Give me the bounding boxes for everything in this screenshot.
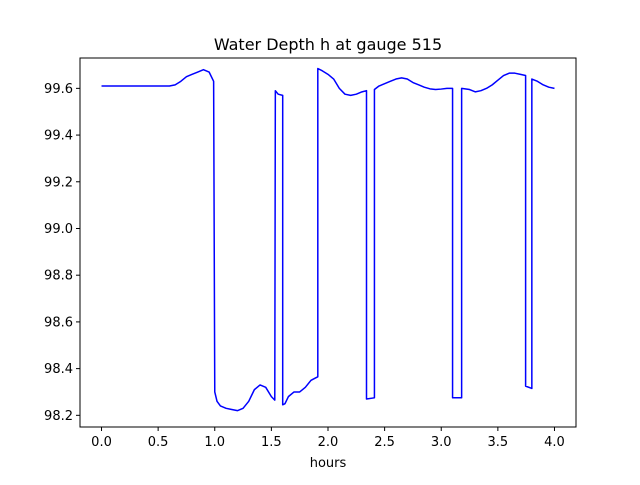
- y-tick-label: 98.8: [44, 269, 73, 284]
- x-tick-label: 1.5: [261, 435, 282, 450]
- x-tick-label: 0.5: [148, 435, 169, 450]
- x-tick-label: 2.5: [374, 435, 395, 450]
- x-axis-ticks: 0.0 0.5 1.0 1.5 2.0 2.5 3.0 3.5 4.0: [91, 427, 565, 450]
- x-tick-label: 2.0: [318, 435, 339, 450]
- y-axis-ticks: 98.2 98.4 98.6 98.8 99.0 99.2 99.4 99.6: [44, 82, 80, 424]
- x-axis-label: hours: [310, 456, 347, 471]
- y-tick-label: 98.4: [44, 362, 73, 377]
- axes-frame: [79, 57, 577, 428]
- x-tick-label: 3.5: [488, 435, 509, 450]
- x-tick-label: 4.0: [544, 435, 565, 450]
- x-tick-label: 1.0: [204, 435, 225, 450]
- chart-title: Water Depth h at gauge 515: [214, 35, 442, 54]
- y-tick-label: 99.6: [44, 82, 73, 97]
- y-tick-label: 98.2: [44, 409, 73, 424]
- y-tick-label: 99.2: [44, 175, 73, 190]
- x-tick-label: 3.0: [431, 435, 452, 450]
- series-line-0: [101, 67, 555, 412]
- y-tick-label: 99.4: [44, 129, 73, 144]
- y-tick-label: 99.0: [44, 222, 73, 237]
- x-tick-label: 0.0: [91, 435, 112, 450]
- y-tick-label: 98.6: [44, 315, 73, 330]
- plot-area: [101, 67, 555, 412]
